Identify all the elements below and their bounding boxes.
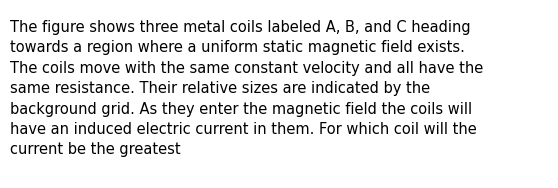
Text: The figure shows three metal coils labeled A, B, and C heading
towards a region : The figure shows three metal coils label…	[10, 20, 483, 157]
